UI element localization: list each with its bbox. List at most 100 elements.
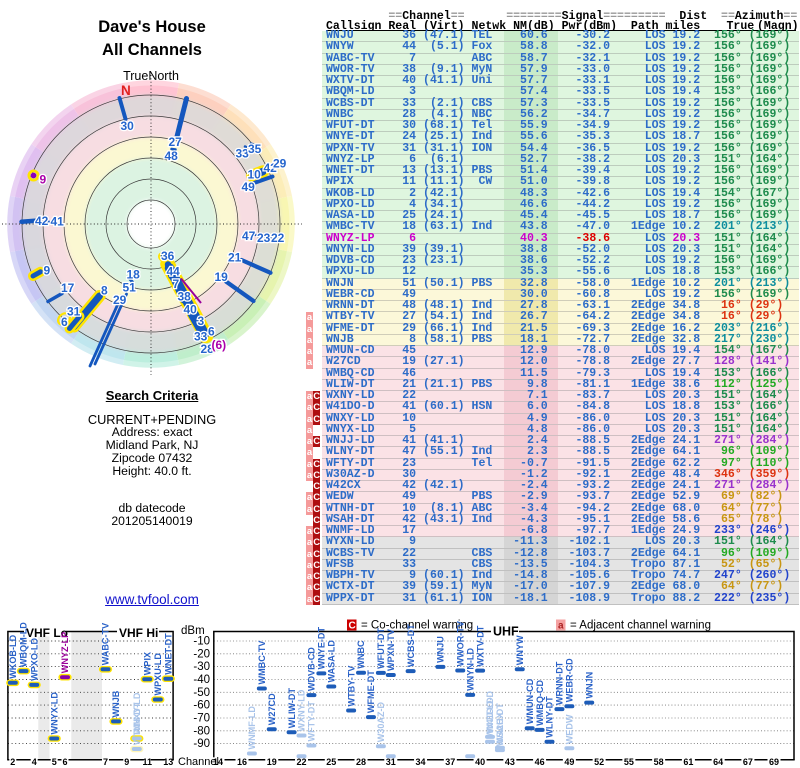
- svg-text:-10: -10: [193, 636, 210, 648]
- svg-text:Channel: Channel: [178, 756, 219, 768]
- svg-text:49: 49: [564, 757, 574, 767]
- svg-text:WNJU: WNJU: [436, 636, 446, 663]
- svg-text:5: 5: [52, 757, 57, 767]
- svg-text:40: 40: [184, 303, 198, 317]
- svg-text:WXNY-LD: WXNY-LD: [297, 689, 307, 731]
- svg-text:38: 38: [178, 290, 192, 304]
- svg-text:WASA-LD: WASA-LD: [326, 640, 336, 683]
- svg-text:WFTY-DT: WFTY-DT: [307, 701, 317, 742]
- svg-text:21: 21: [228, 251, 242, 265]
- svg-text:WTNH-DT: WTNH-DT: [132, 702, 142, 745]
- svg-text:7: 7: [173, 277, 180, 291]
- svg-text:-30: -30: [193, 661, 210, 673]
- svg-text:37: 37: [445, 757, 455, 767]
- svg-text:a: a: [558, 621, 564, 632]
- svg-text:WEDW: WEDW: [565, 714, 575, 744]
- svg-text:WNYW: WNYW: [515, 635, 525, 665]
- svg-text:13: 13: [163, 757, 173, 767]
- svg-text:WNMF-LD: WNMF-LD: [247, 706, 257, 750]
- svg-text:28: 28: [201, 342, 215, 356]
- svg-text:19: 19: [215, 270, 229, 284]
- svg-text:28: 28: [356, 757, 366, 767]
- svg-text:WCBS-DT: WCBS-DT: [406, 624, 416, 667]
- svg-text:9: 9: [40, 173, 47, 187]
- svg-text:52: 52: [594, 757, 604, 767]
- svg-text:WNYX-LD: WNYX-LD: [49, 692, 59, 735]
- svg-text:WDVB-CD: WDVB-CD: [307, 647, 317, 691]
- svg-text:WWOR-TV: WWOR-TV: [455, 621, 465, 666]
- svg-text:6: 6: [61, 315, 68, 329]
- svg-text:8: 8: [101, 284, 108, 298]
- svg-text:WNXY-LD: WNXY-LD: [132, 692, 142, 734]
- svg-text:WRNN-DT: WRNN-DT: [555, 661, 565, 705]
- svg-text:22: 22: [297, 757, 307, 767]
- svg-text:67: 67: [743, 757, 753, 767]
- svg-text:40: 40: [475, 757, 485, 767]
- svg-text:UHF: UHF: [493, 625, 519, 639]
- svg-text:30: 30: [121, 119, 135, 133]
- svg-text:WEBR-CD: WEBR-CD: [565, 658, 575, 702]
- svg-text:WPXO-LD: WPXO-LD: [29, 638, 39, 681]
- svg-text:55: 55: [624, 757, 634, 767]
- svg-text:6: 6: [208, 325, 215, 339]
- svg-text:23: 23: [257, 231, 271, 245]
- svg-text:WABC-TV: WABC-TV: [101, 623, 111, 665]
- svg-text:43: 43: [505, 757, 515, 767]
- svg-text:47: 47: [242, 229, 256, 243]
- svg-text:-40: -40: [193, 674, 210, 686]
- svg-text:-50: -50: [193, 687, 210, 699]
- svg-text:WNJN: WNJN: [584, 672, 594, 699]
- svg-text:4: 4: [32, 757, 37, 767]
- svg-text:= Adjacent channel warning: = Adjacent channel warning: [570, 620, 711, 632]
- svg-text:WMBC-TV: WMBC-TV: [257, 641, 267, 685]
- svg-text:31: 31: [386, 757, 396, 767]
- svg-text:41: 41: [51, 214, 65, 228]
- svg-text:3: 3: [198, 314, 205, 328]
- svg-text:51: 51: [123, 281, 137, 295]
- svg-text:WNYZ-LP: WNYZ-LP: [60, 632, 70, 673]
- svg-text:WMBQ-CD: WMBQ-CD: [535, 680, 545, 726]
- svg-text:N: N: [121, 83, 131, 98]
- svg-text:33: 33: [194, 330, 208, 344]
- svg-text:14: 14: [213, 757, 223, 767]
- svg-text:-80: -80: [193, 725, 210, 737]
- svg-text:46: 46: [535, 757, 545, 767]
- svg-text:-20: -20: [193, 648, 210, 660]
- svg-text:WNET-DT: WNET-DT: [164, 633, 174, 675]
- svg-text:27: 27: [169, 135, 183, 149]
- svg-text:-60: -60: [193, 700, 210, 712]
- svg-text:49: 49: [242, 180, 256, 194]
- svg-text:WPIX: WPIX: [142, 652, 152, 675]
- svg-text:WPXU-LD: WPXU-LD: [153, 653, 163, 696]
- svg-text:6: 6: [62, 757, 67, 767]
- svg-text:WLNY-DT: WLNY-DT: [545, 696, 555, 738]
- svg-text:WNJB: WNJB: [111, 690, 121, 717]
- svg-text:42: 42: [264, 161, 278, 175]
- svg-text:WNBC: WNBC: [356, 640, 366, 669]
- svg-text:33: 33: [236, 147, 250, 161]
- svg-text:19: 19: [267, 757, 277, 767]
- svg-text:9: 9: [124, 757, 129, 767]
- svg-text:2: 2: [10, 757, 15, 767]
- svg-text:VHF Hi: VHF Hi: [119, 626, 158, 640]
- svg-text:C: C: [349, 621, 356, 632]
- svg-text:WSAH-DT: WSAH-DT: [495, 703, 505, 746]
- svg-text:W42CX: W42CX: [495, 712, 505, 743]
- svg-text:18: 18: [127, 268, 141, 282]
- svg-text:9: 9: [44, 264, 51, 278]
- svg-text:48: 48: [165, 149, 179, 163]
- svg-text:29: 29: [113, 293, 127, 307]
- svg-text:-90: -90: [193, 738, 210, 750]
- svg-text:WNYN-LD: WNYN-LD: [465, 648, 475, 691]
- svg-text:dBm: dBm: [181, 625, 205, 637]
- svg-text:42: 42: [35, 214, 49, 228]
- svg-text:WKOB-LD: WKOB-LD: [8, 634, 18, 678]
- svg-text:WNJJ-LD: WNJJ-LD: [485, 697, 495, 738]
- svg-text:WXTV-DT: WXTV-DT: [475, 625, 485, 666]
- svg-text:58: 58: [654, 757, 664, 767]
- svg-text:16: 16: [237, 757, 247, 767]
- svg-text:22: 22: [271, 231, 285, 245]
- svg-text:17: 17: [61, 281, 75, 295]
- svg-text:61: 61: [683, 757, 693, 767]
- svg-text:31: 31: [67, 305, 81, 319]
